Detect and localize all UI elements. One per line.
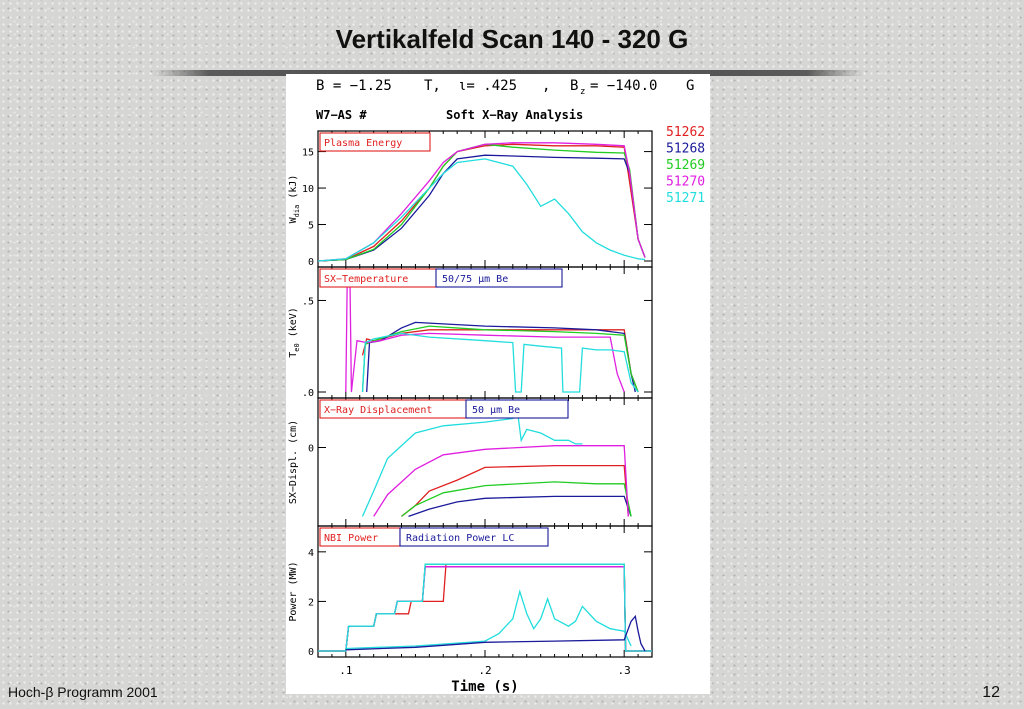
header-iota: ι= .425	[458, 78, 517, 94]
title-divider	[152, 70, 864, 76]
panel-label-secondary: 50 μm Be	[465, 399, 569, 419]
analysis-label: Soft X−Ray Analysis	[446, 108, 583, 122]
y-tick-label: 0	[308, 647, 314, 658]
panel-label2-text: 50/75 μm Be	[442, 274, 508, 285]
series-51271-rad	[345, 589, 632, 650]
y-tick-label: .5	[302, 296, 314, 307]
legend-shot-51271: 51271	[666, 191, 705, 206]
series-51262	[361, 329, 639, 393]
header-t-unit: T,	[424, 78, 441, 94]
panel-label-secondary: 50/75 μm Be	[435, 268, 563, 288]
y-tick-label: 0	[308, 444, 314, 455]
legend-shot-51270: 51270	[666, 175, 705, 190]
panel-label: Plasma Energy	[319, 132, 431, 152]
slide-title: Vertikalfeld Scan 140 - 320 G	[335, 24, 689, 54]
panel-label2-text: 50 μm Be	[472, 405, 520, 416]
header-g-unit: G	[686, 78, 694, 94]
series-51268-rad	[345, 614, 646, 652]
y-tick-label: 4	[308, 548, 314, 559]
panel-4: 0 2 4 Power (MW) NBI Power Radiation Power LC…	[288, 525, 653, 695]
chart-paper: B = −1.25 T, ι= .425 , B z = −140.0 G W7…	[286, 74, 710, 695]
panel-label-text: SX−Temperature	[324, 274, 408, 285]
x-tick-label: .2	[478, 664, 491, 677]
series-51270	[373, 445, 629, 517]
y-tick-label: .0	[302, 388, 314, 399]
panel-label-text: Plasma Energy	[324, 138, 402, 149]
series-51271	[318, 563, 652, 652]
series-51268	[408, 495, 632, 518]
panel-label2-box	[465, 399, 569, 419]
series-51268	[318, 566, 652, 652]
panel-label: NBI Power	[319, 527, 401, 547]
panel-3: 0 SX−Displ. (cm) X−Ray Displacement 50 μm B…	[288, 397, 653, 527]
panel-label2-box	[435, 268, 563, 288]
y-tick-label: 0	[308, 257, 314, 268]
panel-label-box	[319, 132, 431, 152]
series-51269	[401, 481, 632, 517]
x-tick-label: .1	[339, 664, 352, 677]
panel-1: 0 5 10 15 Wdia (kJ) Plasma Energy	[288, 130, 653, 268]
panel-label-text: X−Ray Displacement	[324, 405, 432, 416]
y-tick-label: 10	[302, 184, 314, 195]
header-comma: ,	[542, 78, 550, 94]
series-51269	[318, 563, 652, 652]
y-tick-label: 15	[302, 148, 314, 159]
series-51269	[317, 143, 646, 262]
legend-shot-51268: 51268	[666, 142, 705, 157]
header-bz-sub: z	[580, 87, 585, 97]
y-axis-label: Power (MW)	[288, 561, 299, 621]
panel-label2-text: Radiation Power LC	[406, 533, 514, 544]
header-bz: B	[570, 78, 578, 94]
header-bz-value: = −140.0	[590, 78, 657, 94]
machine-label: W7−AS #	[316, 108, 367, 122]
panel-label-text: NBI Power	[324, 533, 378, 544]
header-b-label: B = −1.25	[316, 78, 392, 94]
series-51268	[317, 154, 646, 262]
y-tick-label: 5	[308, 221, 314, 232]
y-axis-label: SX−Displ. (cm)	[288, 420, 299, 504]
legend-shot-51269: 51269	[666, 158, 705, 173]
series-51270	[318, 566, 652, 652]
series-51262	[401, 464, 629, 517]
panel-label: X−Ray Displacement	[319, 399, 469, 419]
chart-figure: B = −1.25 T, ι= .425 , B z = −140.0 G W7…	[288, 78, 705, 695]
panel-label: SX−Temperature	[319, 268, 439, 288]
panel-label-secondary: Radiation Power LC	[399, 527, 549, 547]
series-51262	[317, 143, 646, 262]
series-51270	[317, 142, 646, 262]
x-axis-title: Time (s)	[451, 679, 518, 694]
x-tick-label: .3	[618, 664, 631, 677]
legend-shot-51262: 51262	[666, 125, 705, 140]
y-tick-label: 2	[308, 597, 314, 608]
series-51262	[318, 563, 652, 652]
y-axis-label: Te0 (keV)	[288, 307, 301, 358]
panel-label2-box	[399, 527, 549, 547]
footer-program: Hoch-β Programm 2001	[8, 684, 158, 700]
y-axis-label: Wdia (kJ)	[288, 175, 301, 224]
page-number: 12	[982, 684, 1000, 701]
series-51271	[317, 158, 646, 262]
series-51271	[361, 332, 639, 393]
series-51270	[345, 281, 625, 393]
